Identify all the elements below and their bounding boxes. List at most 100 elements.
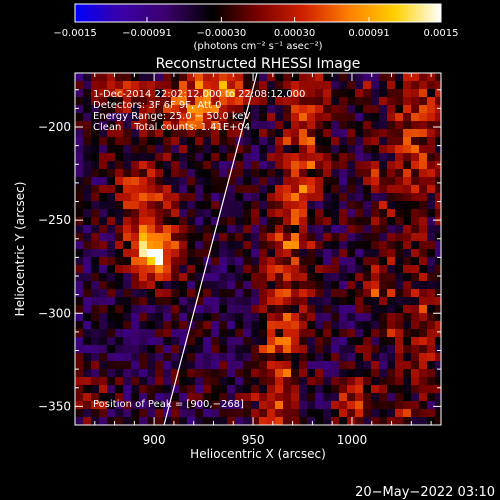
heatmap-cell <box>403 161 412 170</box>
heatmap-cell <box>155 393 164 402</box>
heatmap-cell <box>115 145 124 154</box>
heatmap-cell <box>427 249 436 258</box>
heatmap-cell <box>219 113 228 122</box>
heatmap-cell <box>115 209 124 218</box>
heatmap-cell <box>275 89 284 98</box>
heatmap-cell <box>275 377 284 386</box>
heatmap-cell <box>219 81 228 90</box>
heatmap-cell <box>155 89 164 98</box>
heatmap-cell <box>227 345 236 354</box>
heatmap-cell <box>219 249 228 258</box>
heatmap-cell <box>155 401 164 410</box>
heatmap-cell <box>411 201 420 210</box>
heatmap-cell <box>139 281 148 290</box>
heatmap-cell <box>211 393 220 402</box>
heatmap-cell <box>339 329 348 338</box>
heatmap-cell <box>171 273 180 282</box>
heatmap-cell <box>251 393 260 402</box>
heatmap-cell <box>147 417 156 425</box>
heatmap-cell <box>75 161 84 170</box>
heatmap-cell <box>419 297 428 306</box>
heatmap-cell <box>147 161 156 170</box>
heatmap-cell <box>275 265 284 274</box>
heatmap-cell <box>131 329 140 338</box>
heatmap-cell <box>75 217 84 226</box>
heatmap-cell <box>379 177 388 186</box>
heatmap-cell <box>147 209 156 218</box>
heatmap-cell <box>243 353 252 362</box>
heatmap-cell <box>107 417 116 425</box>
heatmap-cell <box>187 305 196 314</box>
heatmap-cell <box>251 385 260 394</box>
heatmap-cell <box>91 217 100 226</box>
heatmap-cell <box>171 81 180 90</box>
heatmap-cell <box>139 153 148 162</box>
heatmap-cell <box>115 273 124 282</box>
heatmap-cell <box>75 241 84 250</box>
heatmap-cell <box>371 89 380 98</box>
heatmap-cell <box>91 329 100 338</box>
heatmap-cell <box>323 233 332 242</box>
heatmap-cell <box>251 329 260 338</box>
heatmap-cell <box>147 169 156 178</box>
heatmap-cell <box>315 345 324 354</box>
heatmap-cell <box>179 177 188 186</box>
heatmap-cell <box>403 337 412 346</box>
heatmap-cell <box>395 97 404 106</box>
heatmap-cell <box>227 121 236 130</box>
heatmap-cell <box>331 377 340 386</box>
heatmap-cell <box>243 345 252 354</box>
heatmap-cell <box>379 121 388 130</box>
heatmap-cell <box>355 177 364 186</box>
heatmap-cell <box>83 145 92 154</box>
heatmap-cell <box>195 225 204 234</box>
heatmap-cell <box>115 249 124 258</box>
heatmap-cell <box>339 233 348 242</box>
heatmap-cell <box>243 97 252 106</box>
heatmap-cell <box>211 249 220 258</box>
heatmap-cell <box>75 401 84 410</box>
heatmap-cell <box>219 257 228 266</box>
heatmap-cell <box>107 393 116 402</box>
heatmap-cell <box>131 97 140 106</box>
heatmap-cell <box>339 89 348 98</box>
heatmap-cell <box>291 265 300 274</box>
heatmap-cell <box>331 209 340 218</box>
heatmap-cell <box>115 265 124 274</box>
heatmap-cell <box>259 233 268 242</box>
heatmap-cell <box>123 257 132 266</box>
heatmap-cell <box>155 345 164 354</box>
heatmap-cell <box>299 377 308 386</box>
heatmap-cell <box>187 337 196 346</box>
heatmap-cell <box>363 409 372 418</box>
heatmap-cell <box>211 313 220 322</box>
heatmap-cell <box>267 193 276 202</box>
heatmap-cell <box>75 289 84 298</box>
heatmap-cell <box>331 417 340 425</box>
heatmap-cell <box>307 337 316 346</box>
heatmap-cell <box>435 289 441 298</box>
heatmap-cell <box>163 153 172 162</box>
heatmap-cell <box>267 329 276 338</box>
heatmap-cell <box>267 129 276 138</box>
heatmap-cell <box>163 121 172 130</box>
heatmap-cell <box>195 209 204 218</box>
colorbar-tick-label: −0.00091 <box>122 28 172 39</box>
heatmap-cell <box>435 353 441 362</box>
heatmap-cell <box>307 217 316 226</box>
heatmap-cell <box>163 185 172 194</box>
heatmap-cell <box>187 193 196 202</box>
heatmap-cell <box>323 297 332 306</box>
heatmap-cell <box>355 377 364 386</box>
heatmap-cell <box>163 417 172 425</box>
heatmap-cell <box>307 137 316 146</box>
heatmap-cell <box>155 281 164 290</box>
heatmap-cell <box>187 297 196 306</box>
heatmap-cell <box>363 249 372 258</box>
heatmap-cell <box>91 73 100 82</box>
heatmap-cell <box>419 289 428 298</box>
heatmap-cell <box>339 137 348 146</box>
heatmap-cell <box>147 329 156 338</box>
heatmap-cell <box>435 193 441 202</box>
heatmap-cell <box>99 361 108 370</box>
